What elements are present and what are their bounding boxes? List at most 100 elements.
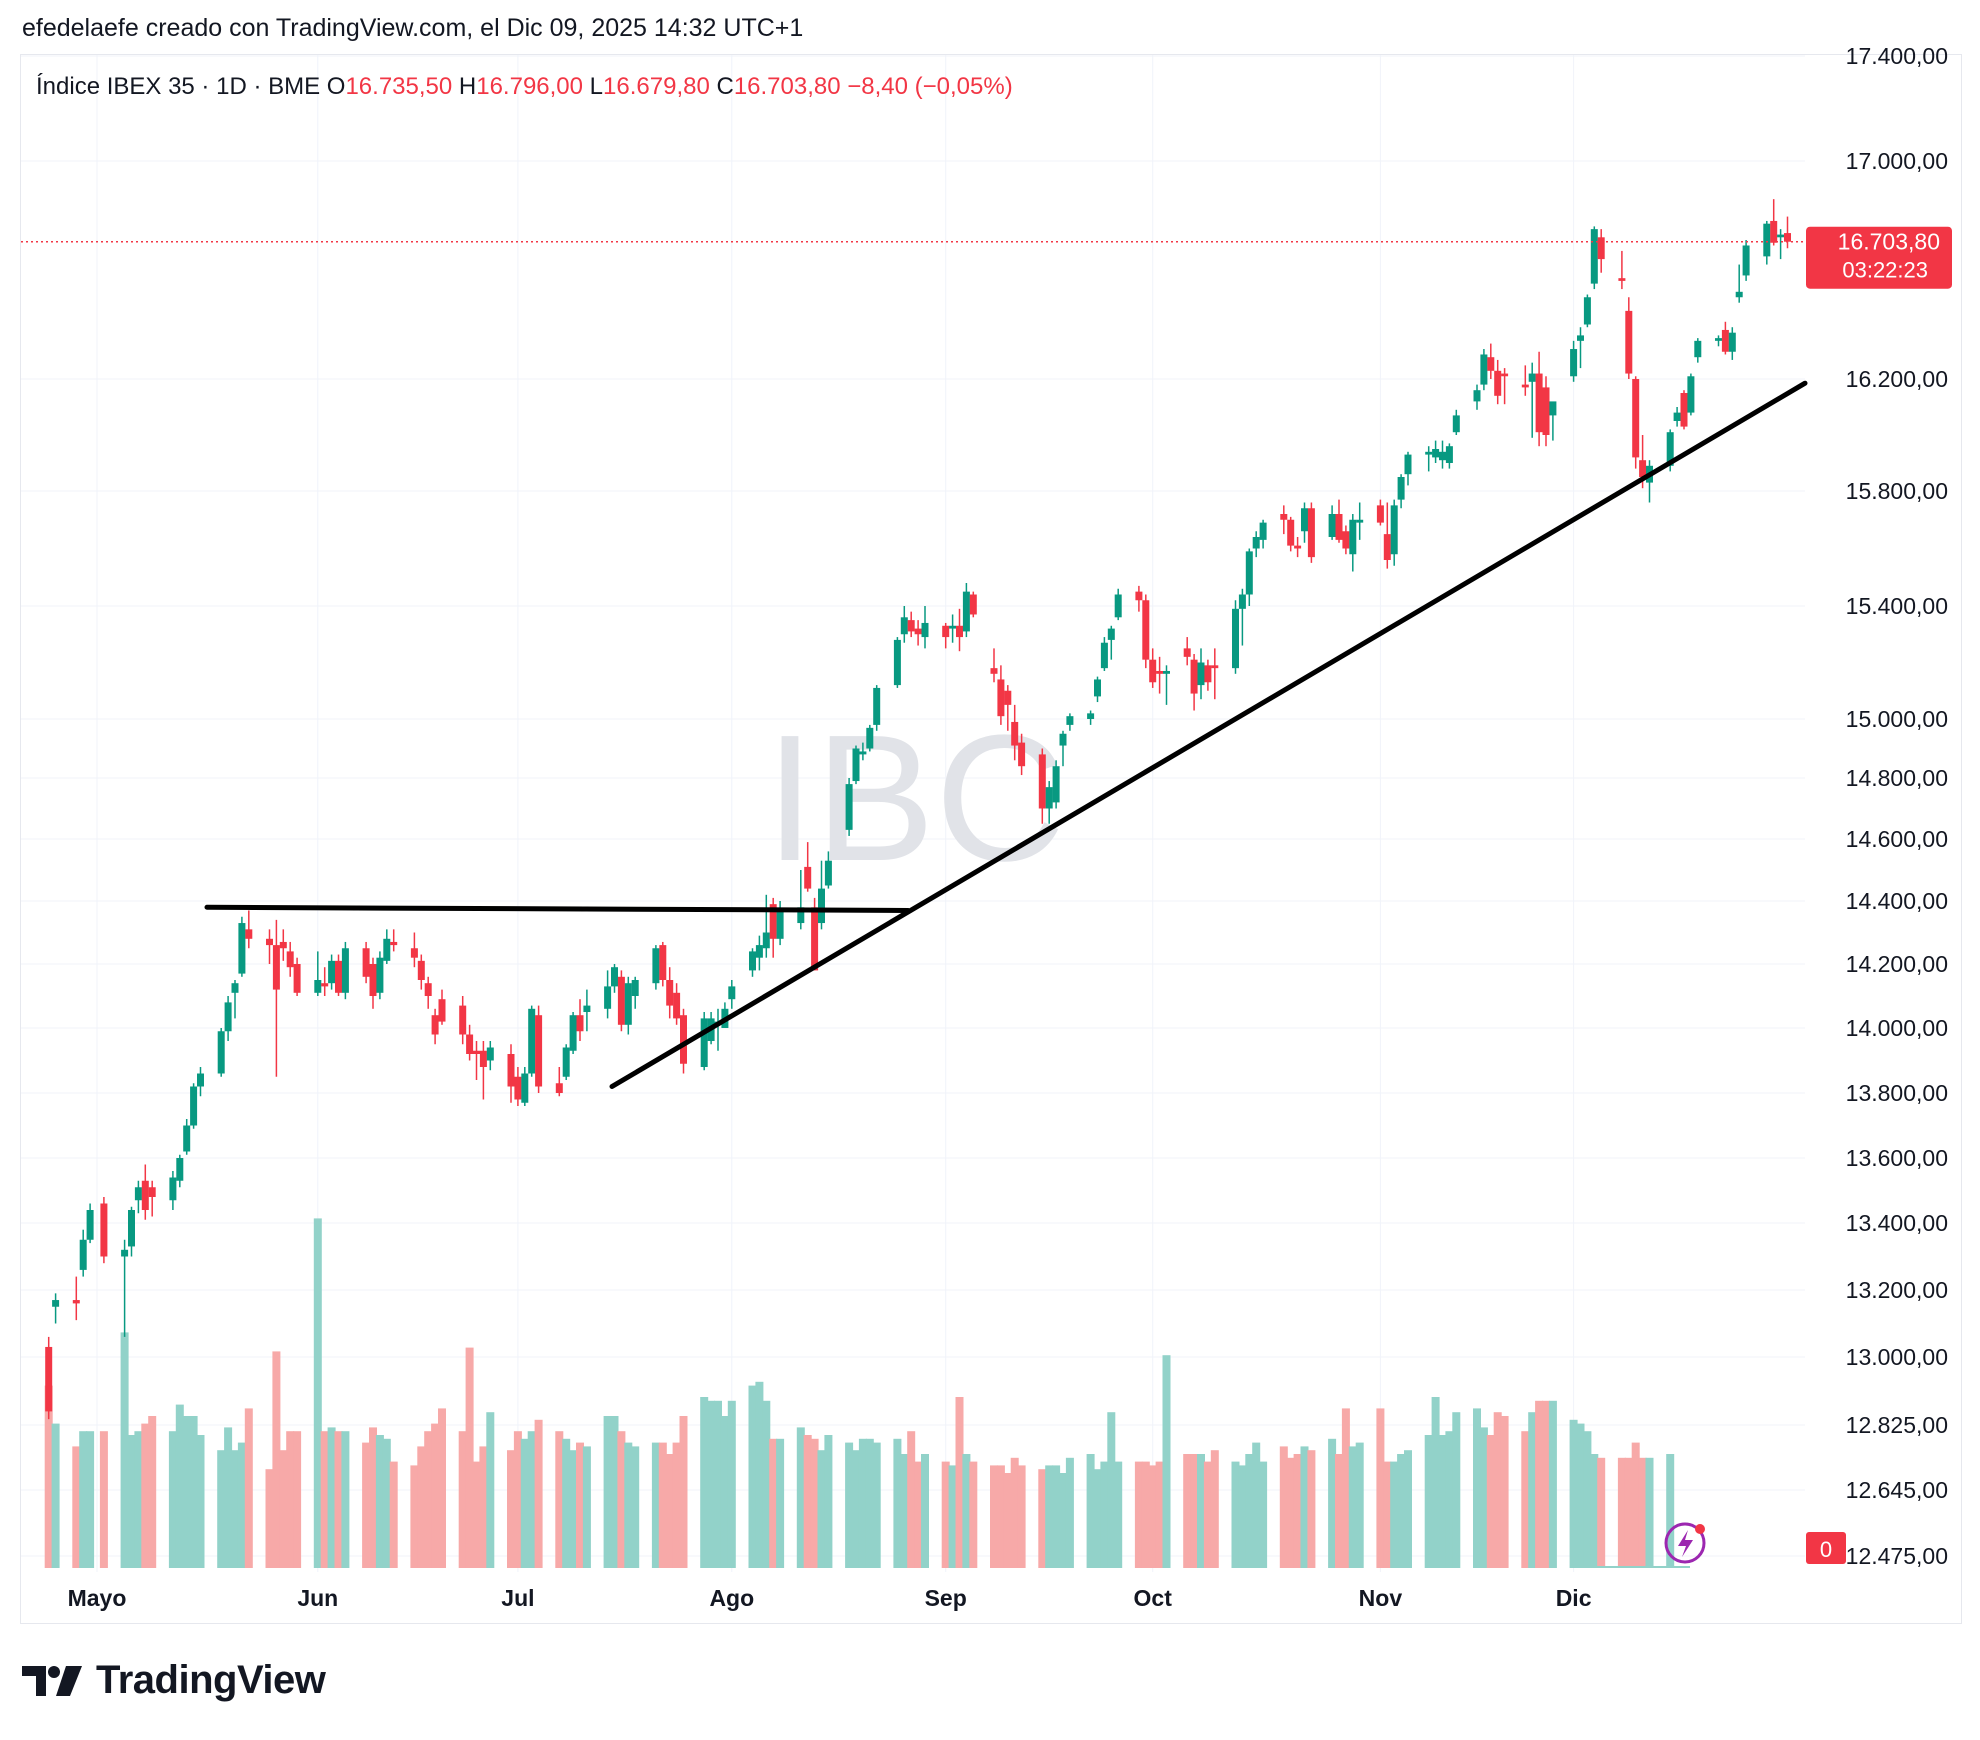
trend-lines	[21, 240, 1808, 1089]
tradingview-brand: TradingView	[22, 1658, 326, 1703]
volume-bar	[1590, 1454, 1599, 1568]
candle-body	[321, 983, 329, 987]
candle-body	[238, 923, 246, 974]
volume-bar	[651, 1442, 660, 1568]
volume-bar	[1238, 1465, 1247, 1568]
volume-bar	[472, 1461, 481, 1568]
bar-countdown: 03:22:23	[1842, 258, 1928, 283]
volume-bar	[665, 1454, 674, 1568]
candle-body	[1542, 387, 1550, 435]
volume-bar	[72, 1446, 81, 1568]
candle-body	[1156, 670, 1164, 674]
candle-body	[335, 960, 342, 993]
candle-body	[1432, 449, 1440, 458]
candle-body	[1425, 451, 1433, 455]
volume-bar	[1038, 1469, 1047, 1568]
volume-bar	[431, 1423, 440, 1568]
volume-bar	[658, 1442, 667, 1568]
volume-bar	[1203, 1461, 1212, 1568]
candle-body	[576, 1015, 584, 1032]
candle-body	[466, 1034, 474, 1054]
volume-bar	[389, 1461, 398, 1568]
time-axis-label: Mayo	[68, 1585, 127, 1611]
candle-body	[1487, 357, 1495, 371]
volume-bar	[51, 1423, 60, 1568]
volume-bar	[486, 1412, 495, 1568]
volume-bar	[555, 1431, 564, 1568]
candle-body	[1087, 713, 1095, 719]
legend-o-value: 16.735,50	[345, 73, 458, 100]
legend-l-value: 16.679,80	[603, 73, 716, 100]
volume-bar	[893, 1438, 902, 1568]
volume-bar	[1617, 1457, 1626, 1568]
volume-bar	[1293, 1454, 1302, 1568]
candle-body	[1590, 229, 1598, 284]
volume-bar	[679, 1416, 688, 1568]
candle-body	[1715, 338, 1722, 341]
volume-bar	[1438, 1435, 1447, 1568]
candle-body	[1735, 291, 1743, 298]
candle-body	[1404, 454, 1412, 475]
candle-body	[169, 1177, 177, 1201]
candle-body	[383, 938, 391, 961]
candle-body	[1639, 460, 1647, 477]
candle-body	[1183, 648, 1191, 657]
candle-body	[762, 932, 770, 949]
candle-body	[673, 992, 681, 1019]
candle-body	[990, 668, 998, 674]
volume-bar	[1341, 1408, 1350, 1568]
candle-body	[1149, 659, 1157, 683]
candle-body	[438, 999, 446, 1022]
candle-body	[1680, 393, 1688, 427]
candle-body	[921, 622, 929, 638]
volume-bar	[1355, 1442, 1364, 1568]
chart-area[interactable]	[20, 54, 1962, 1624]
volume-bar	[748, 1385, 757, 1568]
price-tags: 16.703,80 03:22:23 0	[1664, 226, 1952, 1564]
candle-body	[942, 625, 950, 638]
chart-credit: efedelaefe creado con TradingView.com, e…	[22, 14, 804, 42]
candle-body	[555, 1083, 563, 1093]
legend-c-label: C	[716, 73, 733, 100]
candle-body	[486, 1047, 494, 1061]
volume-bar	[1404, 1450, 1412, 1568]
volume-bar	[265, 1469, 274, 1568]
volume-bar	[79, 1431, 88, 1568]
volume-bar	[237, 1442, 246, 1568]
candle-body	[128, 1210, 135, 1247]
volume-bar	[776, 1438, 785, 1568]
candle-body	[286, 951, 294, 968]
candle-body	[1038, 754, 1046, 809]
volume-bar	[369, 1427, 377, 1568]
volume-bar	[175, 1404, 184, 1568]
volume-bar	[1300, 1446, 1309, 1568]
volume-bar	[341, 1431, 350, 1568]
volume-bar	[921, 1454, 929, 1568]
candle-body	[1597, 237, 1605, 260]
volume-bar	[1348, 1446, 1357, 1568]
volume-bar	[727, 1400, 736, 1568]
volume-bar	[1535, 1400, 1544, 1568]
volume-bar	[1328, 1438, 1337, 1568]
volume-bar	[562, 1438, 571, 1568]
candle-body	[1770, 220, 1778, 243]
candle-body	[1763, 223, 1771, 257]
candle-body	[1721, 329, 1729, 352]
candle-body	[266, 938, 273, 946]
ohlc-legend: Índice IBEX 35 · 1D · BME O16.735,50 H16…	[36, 73, 1013, 100]
candle-body	[652, 948, 660, 984]
candle-body	[997, 679, 1005, 717]
candle-body	[949, 625, 957, 629]
volume-bar	[1548, 1400, 1557, 1568]
candle-body	[583, 1005, 591, 1012]
candle-body	[390, 941, 398, 946]
volume-bar	[362, 1442, 371, 1568]
volume-bar	[1307, 1450, 1316, 1568]
lightning-icon-ring	[1664, 1522, 1706, 1564]
candle-body	[776, 910, 784, 939]
candle-body	[1742, 245, 1750, 276]
volume-bar	[293, 1431, 302, 1568]
candle-body	[231, 983, 239, 993]
candle-body	[797, 907, 805, 924]
candle-body	[755, 945, 763, 958]
